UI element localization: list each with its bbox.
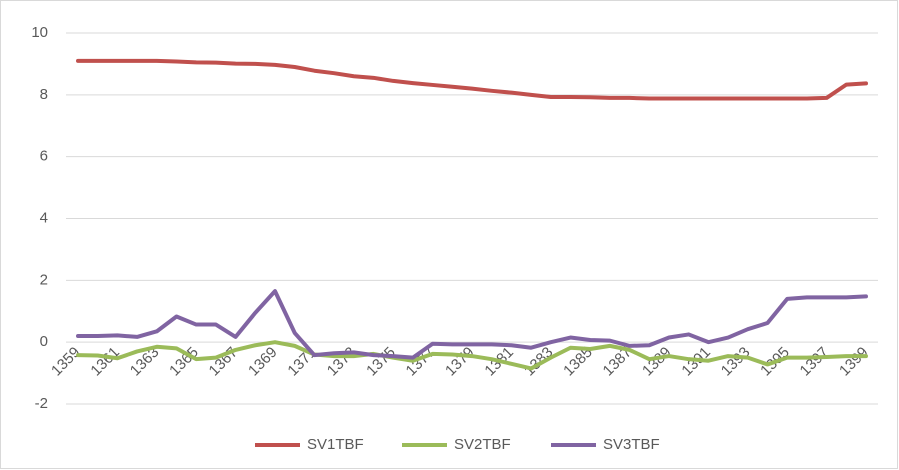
legend-label: SV1TBF [307,436,364,453]
legend-label: SV2TBF [454,436,511,453]
series-line [76,289,868,360]
y-tick-label: 8 [40,86,48,103]
y-tick-label: 6 [40,148,48,165]
y-tick-label: -2 [35,395,48,412]
legend-label: SV3TBF [603,436,660,453]
series-line [76,58,868,101]
y-tick-label: 10 [31,24,48,41]
series-line [76,340,868,371]
y-tick-label: 0 [40,333,48,350]
y-tick-label: 2 [40,271,48,288]
y-tick-label: 4 [40,209,48,226]
